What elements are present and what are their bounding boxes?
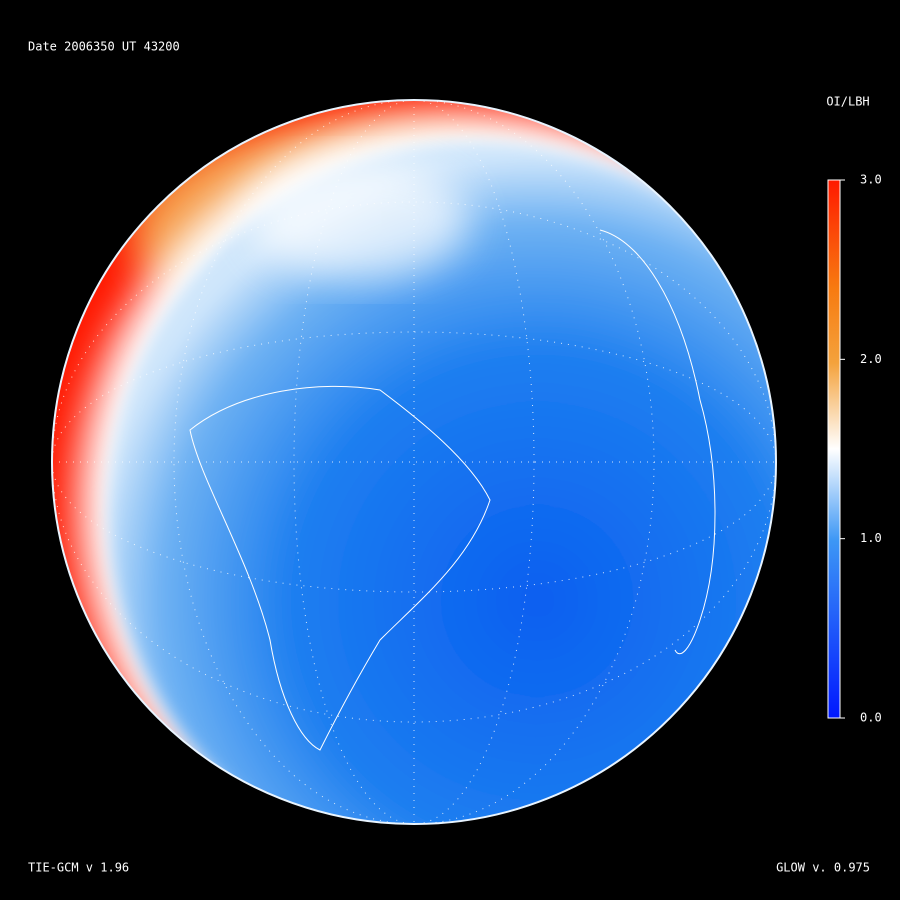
footer-right: GLOW v. 0.975 (776, 861, 870, 875)
colorbar-tick-label: 3.0 (860, 173, 882, 187)
footer-left: TIE-GCM v 1.96 (28, 861, 129, 875)
colorbar-title: OI/LBH (826, 95, 869, 109)
globe (52, 100, 776, 824)
header-title: Date 2006350 UT 43200 (28, 40, 180, 54)
globe-rim (51, 99, 777, 825)
colorbar-tick-label: 1.0 (860, 531, 882, 545)
colorbar-tick-label: 0.0 (860, 711, 882, 725)
colorbar (827, 179, 841, 719)
colorbar-tick-label: 2.0 (860, 352, 882, 366)
